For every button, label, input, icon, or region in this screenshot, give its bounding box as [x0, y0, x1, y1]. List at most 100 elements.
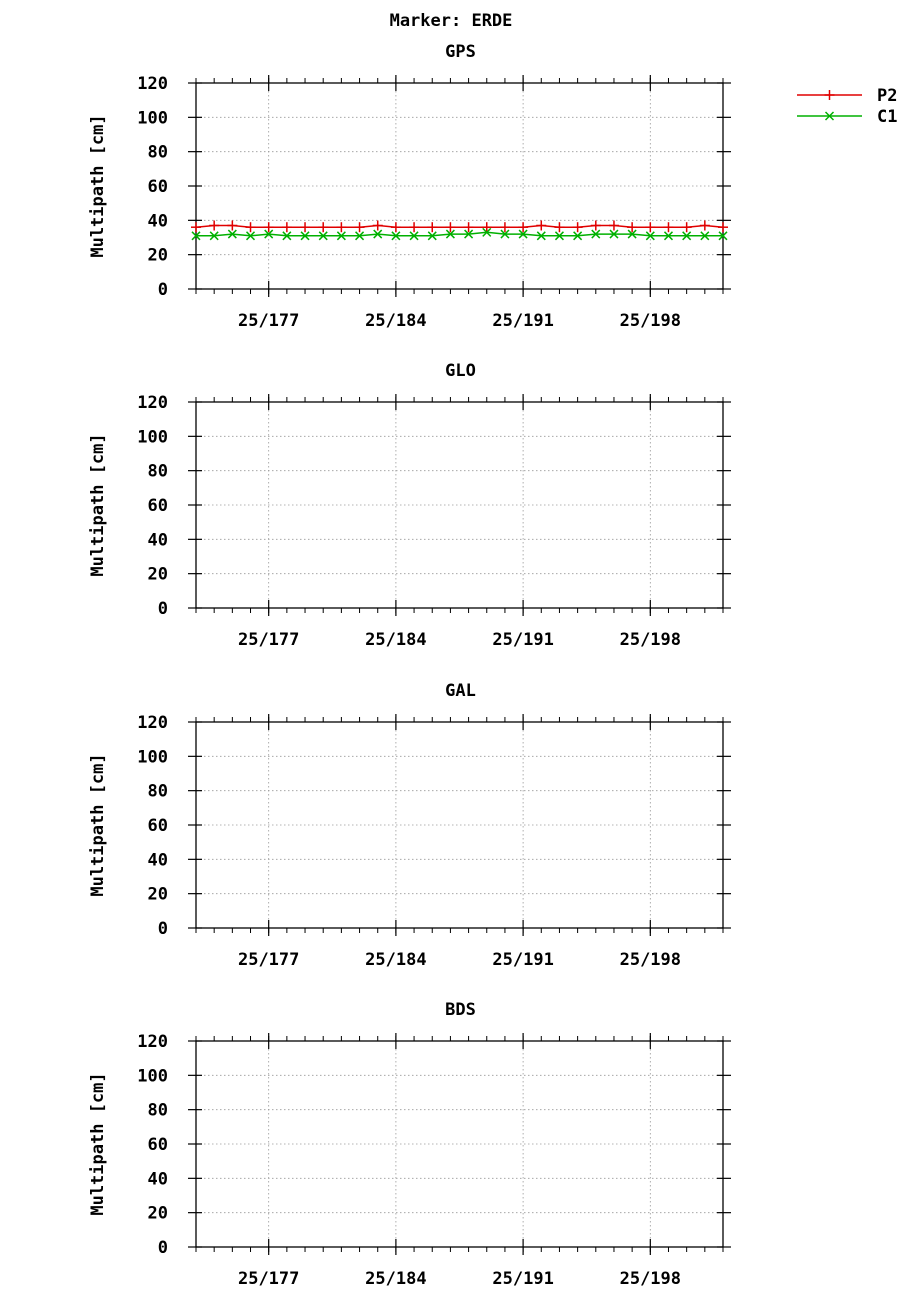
data-point-p2 — [681, 222, 692, 233]
y-tick-label: 40 — [148, 1169, 168, 1189]
y-axis-label: Multipath [cm] — [88, 1072, 108, 1215]
data-point-c1 — [609, 229, 619, 239]
data-point-p2 — [245, 222, 256, 233]
x-tick-label: 25/184 — [365, 630, 426, 650]
data-point-p2 — [663, 222, 674, 233]
data-point-c1 — [191, 231, 201, 241]
data-point-p2 — [699, 220, 710, 231]
data-point-c1 — [318, 231, 328, 241]
y-tick-label: 20 — [148, 885, 168, 905]
x-tick-label: 25/184 — [365, 1269, 426, 1289]
data-point-p2 — [463, 222, 474, 233]
y-tick-label: 80 — [148, 1101, 168, 1121]
y-tick-label: 100 — [137, 1066, 168, 1086]
data-point-p2 — [209, 220, 220, 231]
x-tick-label: 25/198 — [620, 311, 681, 331]
y-tick-label: 0 — [158, 919, 168, 939]
data-point-c1 — [700, 231, 710, 241]
data-point-c1 — [682, 231, 692, 241]
x-tick-label: 25/191 — [492, 950, 553, 970]
data-point-p2 — [718, 222, 728, 233]
data-point-c1 — [500, 229, 510, 239]
y-tick-label: 60 — [148, 496, 168, 516]
x-tick-label: 25/191 — [492, 630, 553, 650]
data-point-p2 — [554, 222, 565, 233]
data-point-p2 — [481, 222, 492, 233]
data-point-c1 — [591, 229, 601, 239]
data-point-c1 — [373, 229, 383, 239]
data-point-c1 — [663, 231, 674, 241]
panel-gps: GPS 0 20 40 60 80 100 120 25/177 25/184 25/191 25/1… — [88, 42, 731, 331]
data-point-p2 — [354, 222, 365, 233]
data-point-p2 — [608, 220, 619, 231]
data-point-c1 — [264, 229, 274, 239]
data-point-p2 — [536, 220, 547, 231]
plot-frame — [195, 401, 724, 609]
y-tick-label: 120 — [137, 74, 168, 94]
y-tick-label: 60 — [148, 1135, 168, 1155]
legend-label: P2 — [877, 86, 897, 106]
x-tick-label: 25/177 — [238, 630, 299, 650]
y-tick-label: 20 — [148, 1204, 168, 1224]
data-point-p2 — [572, 222, 583, 233]
plot-frame — [195, 82, 724, 290]
y-tick-label: 80 — [148, 782, 168, 802]
y-tick-label: 80 — [148, 143, 168, 163]
y-tick-label: 60 — [148, 816, 168, 836]
data-point-c1 — [336, 231, 346, 241]
plot-frame — [195, 1040, 724, 1248]
x-tick-label: 25/191 — [492, 1269, 553, 1289]
data-point-p2 — [445, 222, 456, 233]
y-tick-label: 100 — [137, 747, 168, 767]
data-point-c1 — [554, 231, 564, 241]
data-point-p2 — [518, 222, 529, 233]
y-axis-label: Multipath [cm] — [88, 753, 108, 896]
y-tick-label: 120 — [137, 393, 168, 413]
series-line-p2 — [195, 224, 724, 228]
y-tick-label: 100 — [137, 427, 168, 447]
y-tick-label: 20 — [148, 246, 168, 266]
data-point-c1 — [427, 231, 437, 241]
data-point-p2 — [427, 222, 438, 233]
y-tick-label: 80 — [148, 462, 168, 482]
x-tick-label: 25/191 — [492, 311, 553, 331]
legend-label: C1 — [877, 107, 897, 127]
x-tick-label: 25/198 — [620, 630, 681, 650]
data-point-c1 — [300, 231, 310, 241]
panel-title: GLO — [445, 361, 476, 381]
data-point-p2 — [227, 220, 238, 231]
data-point-p2 — [409, 222, 420, 233]
x-tick-label: 25/198 — [620, 1269, 681, 1289]
x-tick-label: 25/177 — [238, 950, 299, 970]
data-point-c1 — [245, 231, 256, 241]
x-tick-label: 25/177 — [238, 311, 299, 331]
data-point-c1 — [209, 231, 219, 241]
panel-bds: BDS 0 20 40 60 80 100 120 25/177 25/184 25/191 25/1… — [88, 1000, 731, 1289]
data-point-c1 — [282, 231, 292, 241]
data-point-c1 — [627, 229, 637, 239]
legend-marker — [824, 111, 835, 121]
x-tick-label: 25/184 — [365, 311, 426, 331]
panel-glo: GLO 0 20 40 60 80 100 120 25/177 25/184 25/191 25/1… — [88, 361, 731, 650]
y-tick-label: 120 — [137, 713, 168, 733]
data-point-c1 — [227, 229, 237, 239]
data-point-c1 — [391, 231, 401, 241]
data-point-p2 — [627, 222, 638, 233]
data-point-c1 — [355, 231, 365, 241]
data-point-c1 — [536, 231, 546, 241]
data-point-c1 — [518, 229, 528, 239]
plot-frame — [195, 721, 724, 929]
data-point-c1 — [482, 227, 492, 237]
y-tick-label: 40 — [148, 211, 168, 231]
data-point-c1 — [409, 231, 419, 241]
y-axis-label: Multipath [cm] — [88, 114, 108, 257]
data-point-p2 — [372, 220, 383, 231]
y-tick-label: 0 — [158, 599, 168, 619]
page-title: Marker: ERDE — [390, 11, 513, 31]
panel-gal: GAL 0 20 40 60 80 100 120 25/177 25/184 25/191 25/1… — [88, 681, 731, 970]
x-tick-label: 25/184 — [365, 950, 426, 970]
y-axis-label: Multipath [cm] — [88, 433, 108, 576]
y-tick-label: 20 — [148, 565, 168, 585]
data-point-p2 — [281, 222, 292, 233]
